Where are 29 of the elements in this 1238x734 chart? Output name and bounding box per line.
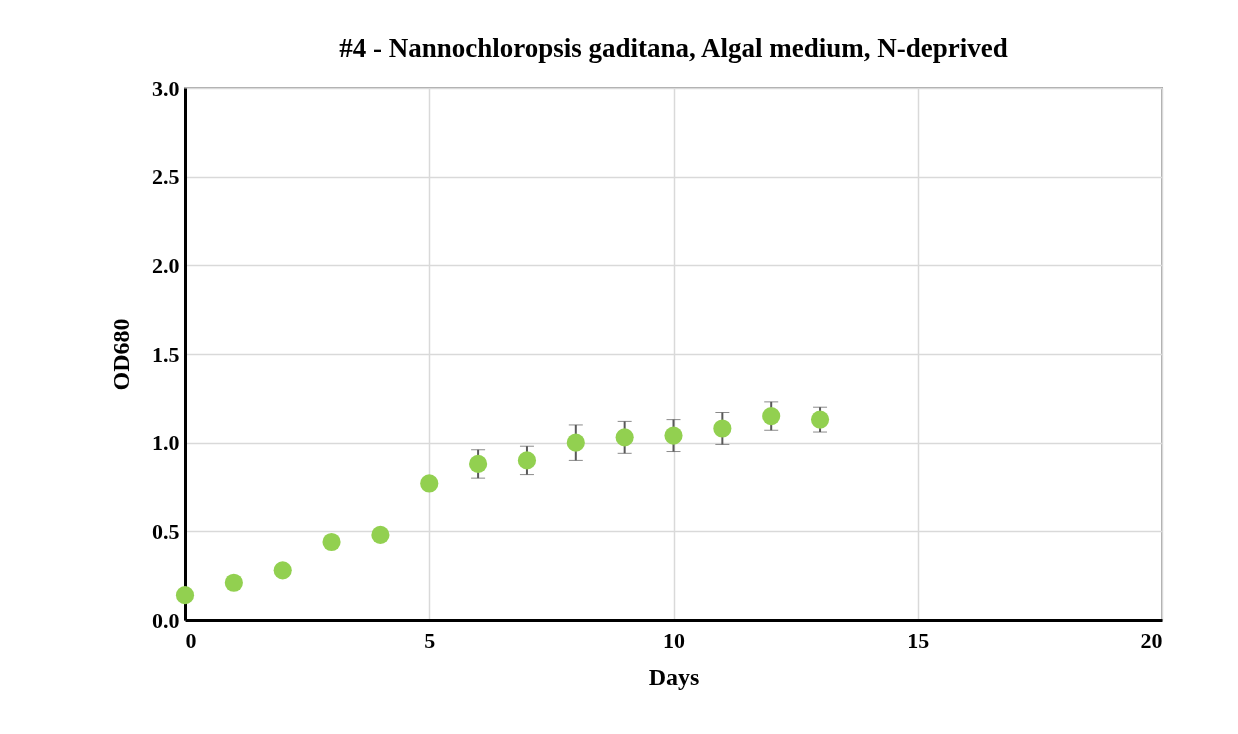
point [664, 426, 683, 445]
point [517, 451, 537, 470]
y-tick-label: 2.0 [152, 252, 180, 278]
y-tick-label: 2.5 [152, 164, 180, 190]
point [420, 474, 439, 493]
x-tick-label: 5 [424, 627, 436, 653]
point [273, 561, 292, 580]
point [566, 433, 585, 452]
point [762, 407, 781, 426]
y-tick-label: 1.0 [152, 430, 180, 456]
x-tick-label: 15 [907, 627, 930, 653]
point [224, 573, 243, 592]
point [469, 454, 488, 474]
y-tick-label: 3.0 [152, 75, 180, 101]
y-tick-label: 0.0 [152, 607, 180, 633]
y-tick-label: 0.5 [152, 518, 180, 544]
point [615, 428, 634, 447]
point [322, 532, 341, 552]
point [713, 419, 732, 438]
point [810, 410, 830, 429]
y-tick-label: 1.5 [152, 341, 180, 367]
point [175, 586, 195, 605]
x-tick-label: 10 [663, 627, 685, 653]
x-tick-label: 0 [185, 627, 197, 653]
y-axis-title: OD680 [108, 318, 134, 391]
point [371, 525, 390, 544]
x-axis-title: Days [648, 663, 700, 690]
x-tick-label: 20 [1140, 627, 1163, 653]
chart-title: #4 - Nannochloropsis gaditana, Algal medium, N-deprived [339, 33, 1008, 63]
